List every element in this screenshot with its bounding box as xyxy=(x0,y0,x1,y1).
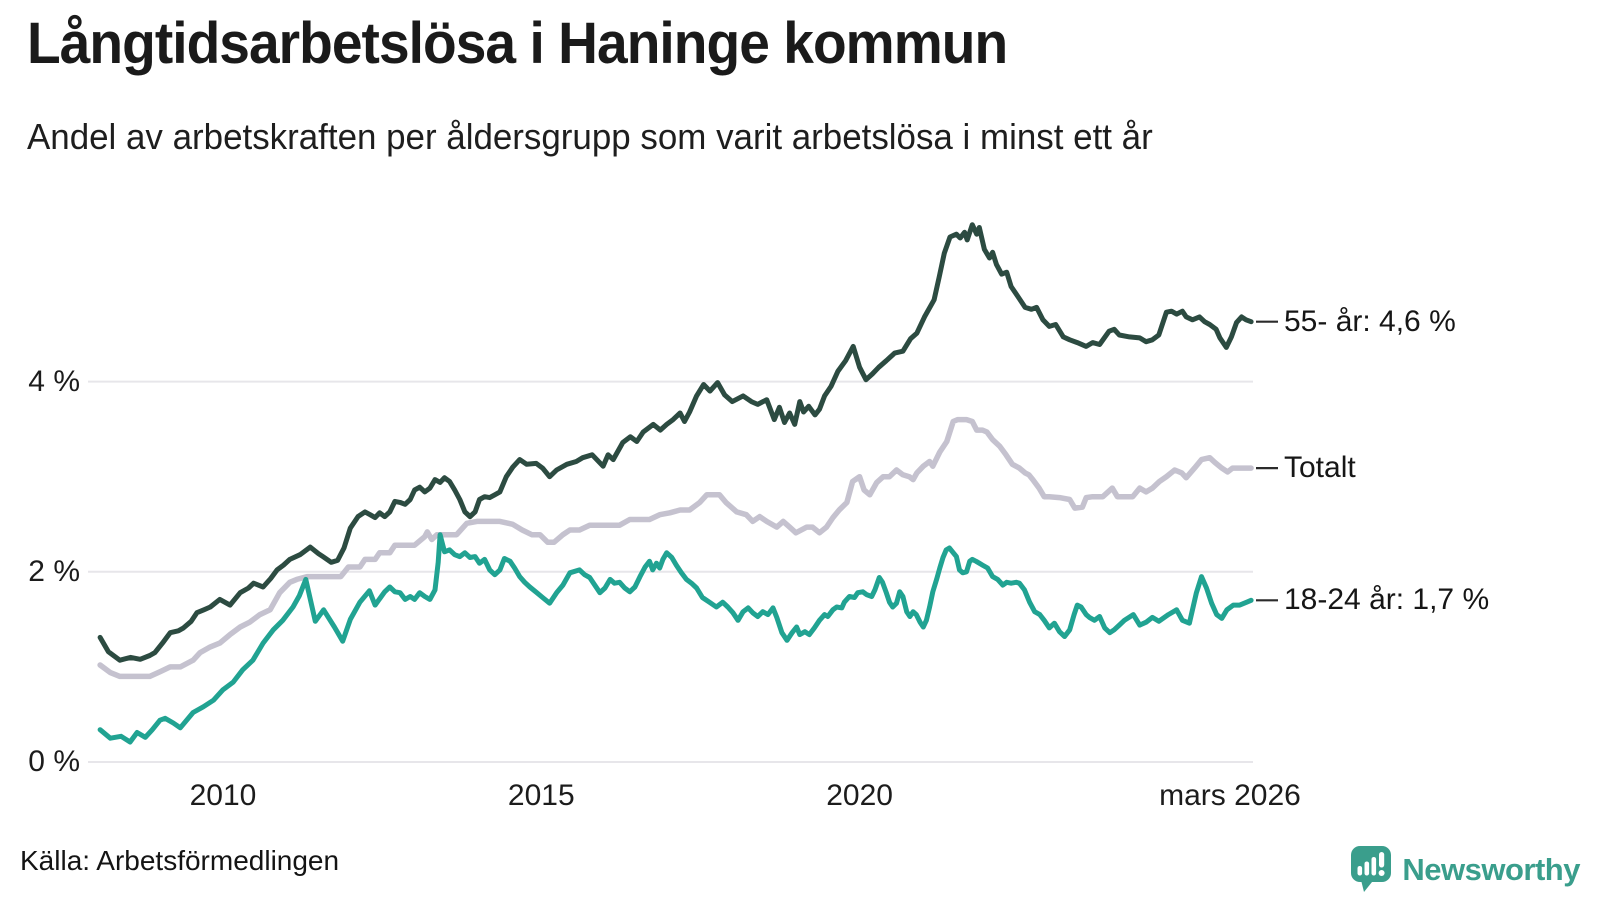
series-label-55: 55- år: 4,6 % xyxy=(1284,304,1456,338)
newsworthy-wordmark: Newsworthy xyxy=(1402,852,1580,887)
y-tick-label: 0 % xyxy=(28,745,80,778)
page-title: Långtidsarbetslösa i Haninge kommun xyxy=(27,11,1008,76)
series-line-18-24 år xyxy=(97,532,1254,745)
series-line-Totalt xyxy=(97,416,1254,680)
source-note: Källa: Arbetsförmedlingen xyxy=(20,845,340,876)
series-lines xyxy=(97,222,1254,745)
series-label-18-24: 18-24 år: 1,7 % xyxy=(1284,583,1490,617)
series-label-totalt: Totalt xyxy=(1284,451,1356,485)
y-tick-label: 2 % xyxy=(28,554,80,588)
x-tick-label: 2020 xyxy=(826,779,893,812)
newsworthy-logo[interactable]: Newsworthy xyxy=(1350,845,1580,895)
series-line-55- år xyxy=(97,222,1254,663)
newsworthy-bubble-icon xyxy=(1351,846,1392,892)
page-subtitle: Andel av arbetskraften per åldersgrupp s… xyxy=(27,116,1153,157)
x-tick-label: mars 2026 xyxy=(1159,779,1301,812)
series-label-dashes xyxy=(1256,320,1278,602)
x-tick-label: 2015 xyxy=(507,779,575,812)
x-tick-label: 2010 xyxy=(189,779,257,812)
y-tick-label: 4 % xyxy=(28,364,80,398)
gridlines xyxy=(88,380,1253,763)
